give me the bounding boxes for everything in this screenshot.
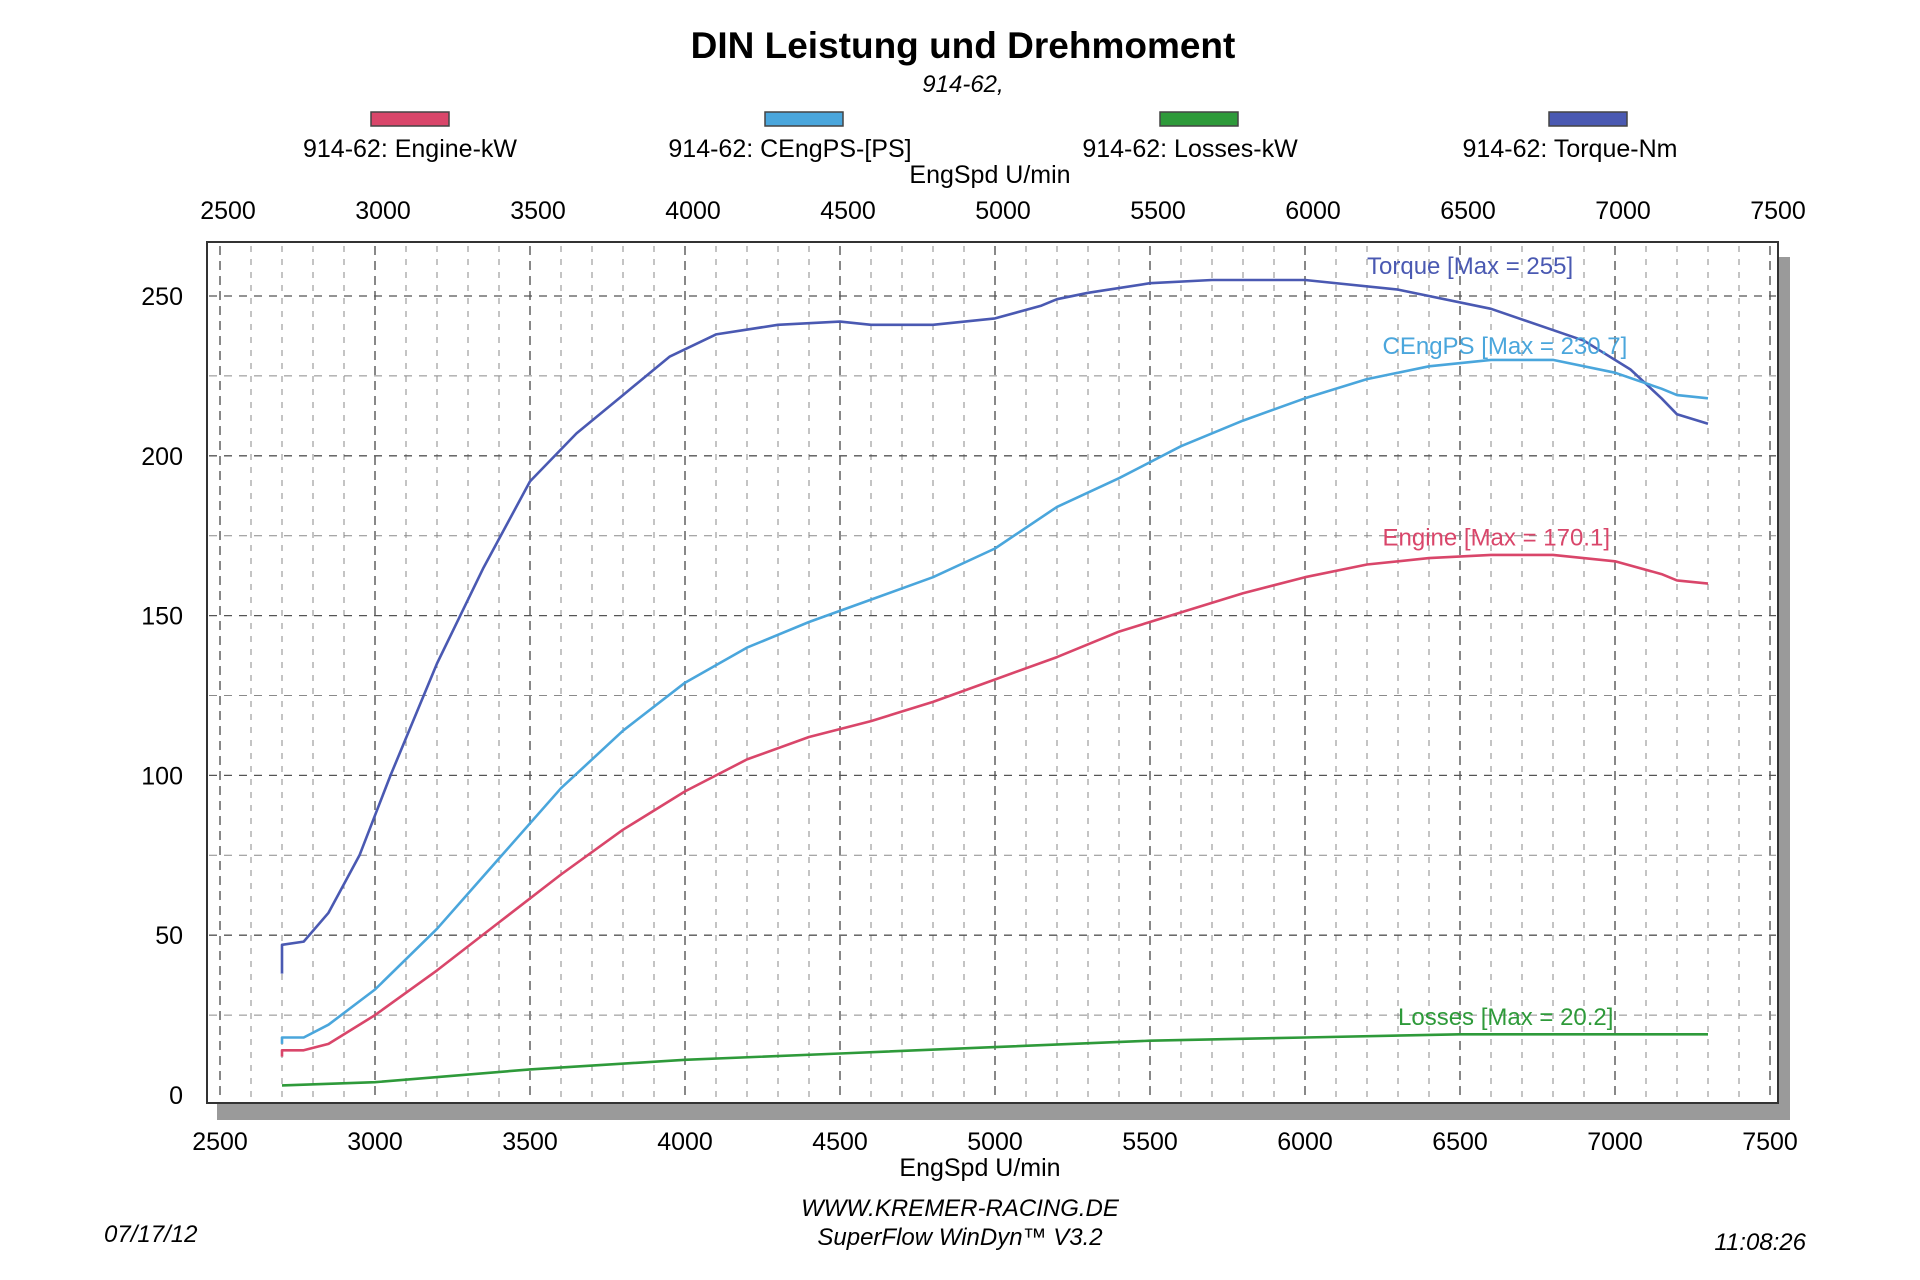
footer-software: SuperFlow WinDyn™ V3.2 <box>817 1224 1102 1251</box>
annotation-engine: Engine [Max = 170.1] <box>1383 525 1610 552</box>
legend-swatch-cengps <box>764 111 844 127</box>
y-tick-label: 0 <box>169 1082 183 1110</box>
x-tick-label-bottom: 4500 <box>812 1128 868 1156</box>
legend-label-torque: 914-62: Torque-Nm <box>1463 135 1678 163</box>
footer-website: WWW.KREMER-RACING.DE <box>801 1195 1120 1222</box>
y-tick-label: 100 <box>141 762 183 790</box>
x-tick-label-top: 7000 <box>1595 197 1651 225</box>
x-tick-label-top: 6500 <box>1440 197 1496 225</box>
x-tick-label-bottom: 2500 <box>192 1128 248 1156</box>
grid <box>209 246 1776 1101</box>
legend-label-engine: 914-62: Engine-kW <box>303 135 517 163</box>
x-tick-label-bottom: 4000 <box>657 1128 713 1156</box>
x-tick-label-bottom: 6000 <box>1277 1128 1333 1156</box>
series-lines <box>280 278 1709 1087</box>
legend: 914-62: Engine-kW 914-62: CEngPS-[PS] 91… <box>303 111 1678 163</box>
x-tick-label-bottom: 5000 <box>967 1128 1023 1156</box>
x-tick-label-bottom: 6500 <box>1432 1128 1488 1156</box>
x-tick-label-top: 5500 <box>1130 197 1186 225</box>
x-axis-title-bottom: EngSpd U/min <box>899 1154 1060 1182</box>
tick-labels: 2500250030003000350035004000400045004500… <box>141 197 1806 1156</box>
x-tick-label-top: 5000 <box>975 197 1031 225</box>
annotation-cengps: CEngPS [Max = 230.7] <box>1383 333 1628 360</box>
x-tick-label-top: 4000 <box>665 197 721 225</box>
annotation-torque: Torque [Max = 255] <box>1367 253 1573 280</box>
legend-swatch-torque <box>1548 111 1628 127</box>
legend-swatch-engine <box>370 111 450 127</box>
series-annotations: Torque [Max = 255] CEngPS [Max = 230.7] En… <box>1367 253 1627 1031</box>
y-tick-label: 150 <box>141 603 183 631</box>
y-tick-label: 50 <box>155 922 183 950</box>
x-tick-label-bottom: 3500 <box>502 1128 558 1156</box>
legend-label-losses: 914-62: Losses-kW <box>1082 135 1298 163</box>
x-tick-label-bottom: 7500 <box>1742 1128 1798 1156</box>
y-tick-label: 200 <box>141 443 183 471</box>
series-line-losses <box>281 1033 1708 1087</box>
series-line-cengps <box>280 358 1709 1044</box>
legend-label-cengps: 914-62: CEngPS-[PS] <box>668 135 911 163</box>
x-tick-label-bottom: 3000 <box>347 1128 403 1156</box>
x-tick-label-top: 3000 <box>355 197 411 225</box>
chart-title: DIN Leistung und Drehmoment <box>691 25 1236 66</box>
chart-subtitle: 914-62, <box>922 71 1003 98</box>
x-tick-label-top: 7500 <box>1750 197 1806 225</box>
x-axis-title-top: EngSpd U/min <box>909 161 1070 189</box>
y-tick-label: 250 <box>141 283 183 311</box>
series-line-torque <box>280 278 1709 974</box>
x-tick-label-bottom: 7000 <box>1587 1128 1643 1156</box>
plot-shadow-right <box>1778 257 1790 1120</box>
x-tick-label-bottom: 5500 <box>1122 1128 1178 1156</box>
x-tick-label-top: 6000 <box>1285 197 1341 225</box>
series-line-engine <box>280 553 1709 1057</box>
x-tick-label-top: 2500 <box>200 197 256 225</box>
annotation-losses: Losses [Max = 20.2] <box>1398 1004 1613 1031</box>
footer-time: 11:08:26 <box>1714 1229 1806 1256</box>
plot-shadow-bottom <box>217 1103 1790 1120</box>
plot-area <box>206 241 1779 1104</box>
x-tick-label-top: 4500 <box>820 197 876 225</box>
legend-swatch-losses <box>1159 111 1239 127</box>
footer-date: 07/17/12 <box>104 1221 197 1248</box>
x-tick-label-top: 3500 <box>510 197 566 225</box>
